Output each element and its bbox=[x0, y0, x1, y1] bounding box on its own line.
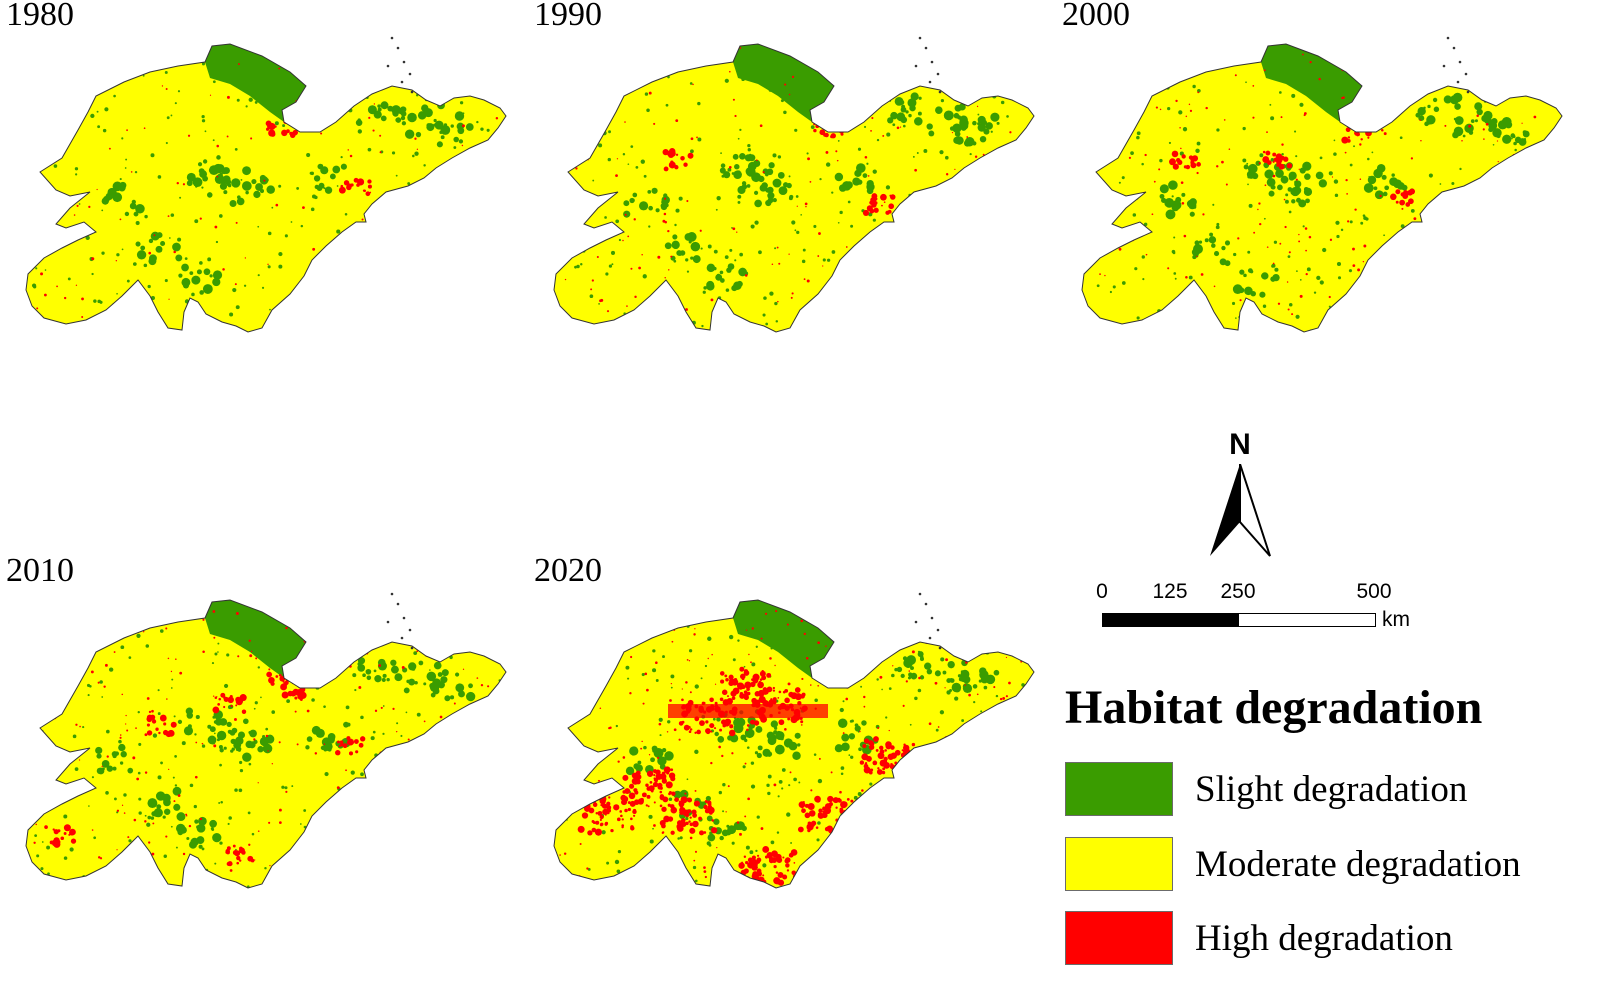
scale-tick-250: 250 bbox=[1220, 580, 1256, 603]
legend-title: Habitat degradation bbox=[1065, 681, 1483, 734]
legend-swatch bbox=[1065, 837, 1173, 891]
legend-swatch bbox=[1065, 762, 1173, 816]
year-label: 2000 bbox=[1062, 0, 1130, 33]
map-panel-2000: 2000 bbox=[1056, 0, 1576, 360]
scale-tick-0: 0 bbox=[1096, 580, 1108, 603]
scale-bar-white-segment bbox=[1238, 613, 1376, 627]
scale-bar: 0 125 250 500 km bbox=[1090, 580, 1430, 640]
map-panel-2020: 2020 bbox=[528, 552, 1048, 916]
north-arrow: N bbox=[1200, 428, 1280, 563]
year-label: 2020 bbox=[534, 552, 602, 589]
province-map bbox=[1081, 36, 1563, 333]
legend-label: Slight degradation bbox=[1195, 769, 1468, 810]
province-map bbox=[553, 592, 1035, 889]
province-map bbox=[553, 36, 1035, 333]
year-label: 1980 bbox=[6, 0, 74, 33]
legend-label: High degradation bbox=[1195, 918, 1453, 959]
legend-label: Moderate degradation bbox=[1195, 844, 1521, 885]
legend-swatch bbox=[1065, 911, 1173, 965]
scale-tick-125: 125 bbox=[1152, 580, 1188, 603]
north-arrow-label: N bbox=[1229, 428, 1251, 461]
province-map bbox=[25, 592, 507, 889]
province-map bbox=[25, 36, 507, 333]
scale-tick-500: 500 bbox=[1356, 580, 1392, 603]
map-panel-1990: 1990 bbox=[528, 0, 1048, 360]
scale-unit: km bbox=[1382, 608, 1410, 631]
map-panel-2010: 2010 bbox=[0, 552, 520, 916]
scale-bar-black-segment bbox=[1102, 613, 1240, 627]
year-label: 1990 bbox=[534, 0, 602, 33]
map-panel-1980: 1980 bbox=[0, 0, 520, 360]
north-arrow-icon bbox=[1210, 464, 1271, 557]
year-label: 2010 bbox=[6, 552, 74, 589]
